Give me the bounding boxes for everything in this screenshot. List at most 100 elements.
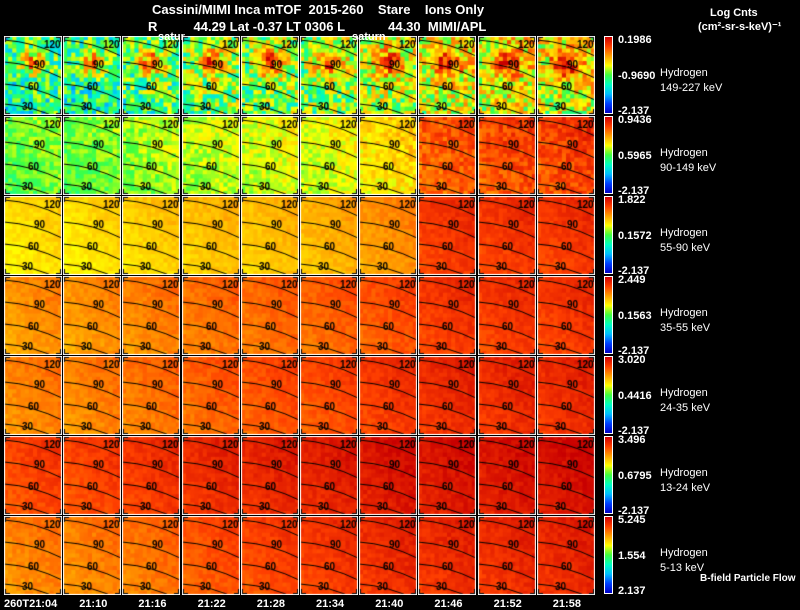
image-panel: [359, 196, 418, 275]
row-species-label: Hydrogen: [660, 147, 708, 159]
image-panel: [122, 436, 181, 515]
row-energy-label: 149-227 keV: [660, 82, 723, 94]
orbit-info: R 44.29 Lat -0.37 LT 0306 L 44.30 MIMI/A…: [148, 19, 487, 34]
colorbar-mid-label: 0.5965: [618, 150, 652, 162]
image-panel: [418, 196, 477, 275]
image-panel: [122, 516, 181, 595]
image-panel: [63, 516, 122, 595]
image-panel: [418, 516, 477, 595]
image-panel: [63, 436, 122, 515]
image-panel: [536, 436, 595, 515]
image-panel: [4, 436, 62, 515]
colorbar: [604, 276, 613, 354]
image-panel: [181, 276, 240, 355]
image-panel: [122, 36, 181, 115]
row-energy-label: 35-55 keV: [660, 322, 711, 334]
row-energy-label: 55-90 keV: [660, 242, 711, 254]
image-panel: [181, 116, 240, 195]
image-panel: [122, 356, 181, 435]
image-panel: [63, 356, 122, 435]
image-panel: [359, 516, 418, 595]
colorbar-mid-label: 0.1563: [618, 310, 652, 322]
image-panel: [359, 356, 418, 435]
image-panel: [359, 276, 418, 355]
image-panel: [240, 276, 299, 355]
image-panel: [181, 356, 240, 435]
colorbar-min-label: -2.137: [618, 105, 650, 117]
image-panel: [418, 356, 477, 435]
row-energy-label: 5-13 keV: [660, 562, 705, 574]
overlay-label-2: saturn: [352, 31, 386, 43]
time-tick-label: 21:40: [375, 598, 404, 610]
row-species-label: Hydrogen: [660, 547, 708, 559]
image-panel: [477, 196, 536, 275]
image-panel: [418, 116, 477, 195]
image-panel: [477, 36, 536, 115]
image-panel: [418, 436, 477, 515]
units-label: Log Cnts: [710, 7, 758, 19]
image-panel: [122, 116, 181, 195]
image-panel: [122, 196, 181, 275]
image-panel: [4, 36, 62, 115]
colorbar-min-label: -2.137: [618, 505, 650, 517]
overlay-label-1: satur: [158, 31, 185, 43]
time-tick-label: 21:28: [256, 598, 285, 610]
time-tick-label: 21:16: [138, 598, 167, 610]
image-panel: [181, 196, 240, 275]
row-species-label: Hydrogen: [660, 67, 708, 79]
colorbar: [604, 436, 613, 514]
colorbar-mid-label: 0.4416: [618, 390, 652, 402]
image-panel: [181, 436, 240, 515]
image-grid: [4, 36, 606, 597]
image-panel: [63, 36, 122, 115]
image-panel: [63, 196, 122, 275]
row-energy-label: 24-35 keV: [660, 402, 711, 414]
time-tick-label: 21:10: [79, 598, 108, 610]
image-panel: [4, 276, 62, 355]
image-panel: [477, 356, 536, 435]
image-panel: [536, 516, 595, 595]
image-panel: [300, 36, 358, 115]
image-panel: [536, 116, 595, 195]
row-species-label: Hydrogen: [660, 467, 708, 479]
row-species-label: Hydrogen: [660, 307, 708, 319]
image-panel: [240, 36, 299, 115]
image-panel: [477, 276, 536, 355]
colorbar: [604, 516, 613, 594]
image-panel: [536, 276, 595, 355]
time-tick-label: 260T21:04: [4, 598, 58, 610]
row-species-label: Hydrogen: [660, 227, 708, 239]
row-energy-label: 90-149 keV: [660, 162, 717, 174]
time-tick-label: 21:34: [316, 598, 345, 610]
image-panel: [240, 356, 299, 435]
image-panel: [359, 36, 418, 115]
image-panel: [300, 516, 358, 595]
colorbar: [604, 356, 613, 434]
image-panel: [240, 116, 299, 195]
image-panel: [300, 196, 358, 275]
row-energy-label: 13-24 keV: [660, 482, 711, 494]
colorbar-min-label: -2.137: [618, 425, 650, 437]
colorbar-max-label: 5.245: [618, 514, 646, 526]
colorbar-max-label: 2.449: [618, 274, 646, 286]
image-panel: [181, 516, 240, 595]
colorbar-max-label: 0.9436: [618, 114, 652, 126]
colorbar-max-label: 3.020: [618, 354, 646, 366]
row-species-label: Hydrogen: [660, 387, 708, 399]
image-panel: [477, 116, 536, 195]
image-panel: [300, 276, 358, 355]
colorbar-mid-label: 1.554: [618, 550, 646, 562]
image-panel: [300, 356, 358, 435]
image-panel: [4, 196, 62, 275]
image-panel: [300, 436, 358, 515]
image-panel: [536, 196, 595, 275]
colorbar-min-label: 2.137: [618, 585, 646, 597]
image-panel: [418, 276, 477, 355]
bfield-legend: B-field Particle Flow: [700, 573, 796, 584]
colorbar-max-label: 1.822: [618, 194, 646, 206]
image-panel: [240, 516, 299, 595]
image-panel: [536, 356, 595, 435]
colorbar-mid-label: 0.6795: [618, 470, 652, 482]
colorbar-max-label: 0.1986: [618, 34, 652, 46]
colorbar-min-label: -2.137: [618, 345, 650, 357]
